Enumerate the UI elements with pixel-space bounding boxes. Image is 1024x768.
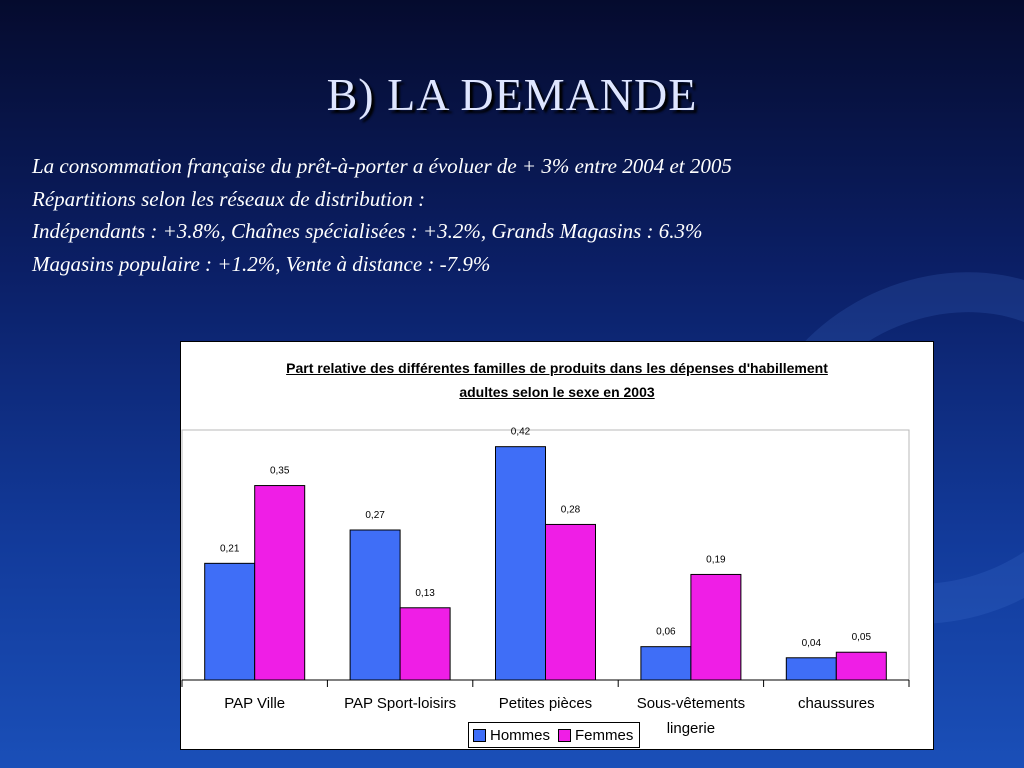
category-label-1: PAP Ville	[224, 695, 285, 712]
legend-label-hommes: Hommes	[490, 726, 551, 744]
bar-chart-plot: 0,21 0,35 PAP Ville 0,27 0,13 PAP Sport-loisi…	[181, 427, 910, 737]
data-label-hommes-2: 0,27	[365, 510, 385, 521]
legend-item-hommes: Hommes	[473, 727, 550, 744]
category-label-5: chaussures	[798, 695, 875, 712]
bar-hommes-1	[204, 562, 256, 681]
chart-title-line-2: adultes selon le sexe en 2003	[459, 384, 655, 400]
chart-legend: Hommes Femmes	[468, 722, 641, 748]
data-label-femmes-2: 0,13	[415, 588, 435, 599]
body-line-4: Magasins populaire : +1.2%, Vente à dist…	[32, 251, 491, 276]
data-label-hommes-5: 0,04	[802, 638, 822, 649]
bar-femmes-2	[399, 607, 451, 681]
data-label-femmes-5: 0,05	[852, 632, 872, 643]
chart-container: Part relative des différentes familles d…	[180, 341, 934, 750]
body-line-1: La consommation française du prêt-à-port…	[32, 154, 732, 178]
category-label-3: Petites pièces	[499, 695, 592, 712]
data-label-hommes-4: 0,06	[656, 627, 676, 638]
bar-femmes-5	[835, 651, 887, 681]
category-label-4: lingerie	[667, 720, 715, 737]
body-line-3: Indépendants : +3.8%, Chaînes spécialisé…	[32, 219, 703, 243]
category-label-2: PAP Sport-loisirs	[344, 695, 456, 712]
bar-hommes-2	[349, 529, 401, 681]
data-label-femmes-3: 0,28	[561, 504, 581, 515]
bar-hommes-5	[785, 657, 837, 681]
data-label-femmes-1: 0,35	[270, 466, 290, 477]
bar-hommes-4	[640, 646, 692, 681]
legend-swatch-hommes	[473, 728, 486, 742]
bar-femmes-3	[545, 523, 596, 681]
slide-title: B) LA DEMANDE	[326, 69, 698, 120]
legend-swatch-femmes	[558, 728, 572, 742]
slide-body: La consommation française du prêt-à-port…	[32, 150, 1022, 280]
data-label-hommes-1: 0,21	[220, 543, 240, 554]
category-label-4: Sous-vêtements	[637, 695, 745, 712]
legend-label-femmes: Femmes	[575, 726, 634, 744]
data-label-hommes-3: 0,42	[511, 427, 531, 438]
bar-femmes-1	[254, 485, 306, 681]
chart-title: Part relative des différentes familles d…	[181, 356, 933, 404]
bar-femmes-4	[690, 573, 742, 681]
legend-item-femmes: Femmes	[558, 727, 633, 744]
body-line-2: Répartitions selon les réseaux de distri…	[32, 186, 426, 211]
data-label-femmes-4: 0,19	[706, 554, 726, 565]
bar-hommes-3	[495, 446, 546, 681]
chart-title-line-1: Part relative des différentes familles d…	[286, 360, 828, 376]
